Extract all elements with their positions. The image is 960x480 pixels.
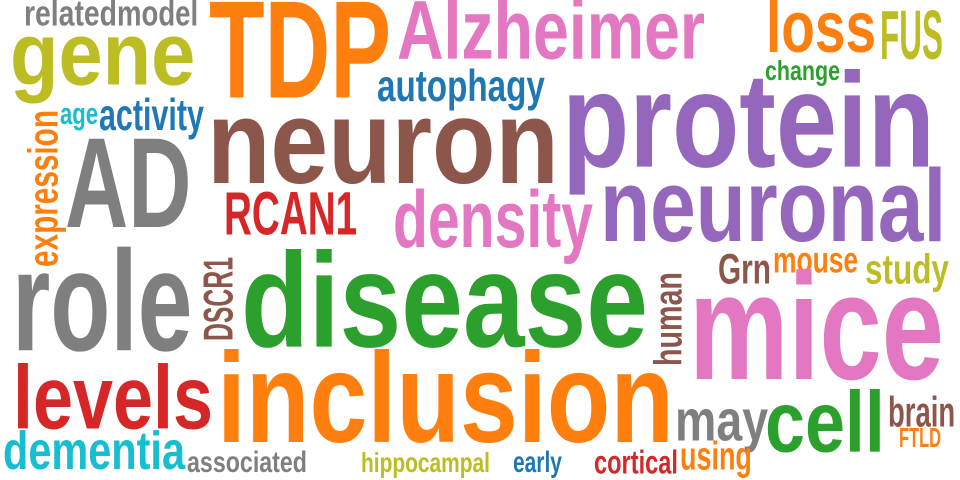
word-using: using <box>680 433 752 479</box>
word-inclusion: inclusion <box>217 326 674 470</box>
word-cell: cell <box>765 374 885 471</box>
word-rcan1: RCAN1 <box>224 179 358 248</box>
word-fus: FUS <box>880 0 943 75</box>
word-loss: loss <box>766 0 877 68</box>
word-cortical: cortical <box>594 443 678 480</box>
word-gene: gene <box>10 4 196 105</box>
word-mouse: mouse <box>773 238 859 281</box>
word-protein: protein <box>562 45 935 197</box>
word-hippocampal: hippocampal <box>361 446 490 478</box>
word-may: may <box>675 388 769 454</box>
word-study: study <box>865 245 949 293</box>
word-ad: AD <box>65 111 192 256</box>
word-change: change <box>765 54 841 86</box>
word-density: density <box>393 174 594 265</box>
word-alzheimer: Alzheimer <box>397 0 705 77</box>
word-role: role <box>12 221 193 382</box>
word-age: age <box>60 96 99 131</box>
word-neuron: neuron <box>207 75 559 210</box>
word-autophagy: autophagy <box>377 61 545 111</box>
word-early: early <box>513 445 562 479</box>
word-model: model <box>117 0 199 34</box>
word-neuronal: neuronal <box>600 148 947 264</box>
word-mice: mice <box>689 242 944 413</box>
word-disease: disease <box>241 225 648 377</box>
word-levels: levels <box>13 347 214 449</box>
word-tdp: TDP <box>209 0 391 128</box>
word-associated: associated <box>187 445 307 479</box>
word-activity: activity <box>99 90 204 140</box>
word-dementia: dementia <box>3 420 186 480</box>
word-ftld: FTLD <box>899 421 942 453</box>
word-grn: Grn <box>718 244 771 293</box>
word-related: related <box>24 0 117 34</box>
word-brain: brain <box>888 387 956 436</box>
